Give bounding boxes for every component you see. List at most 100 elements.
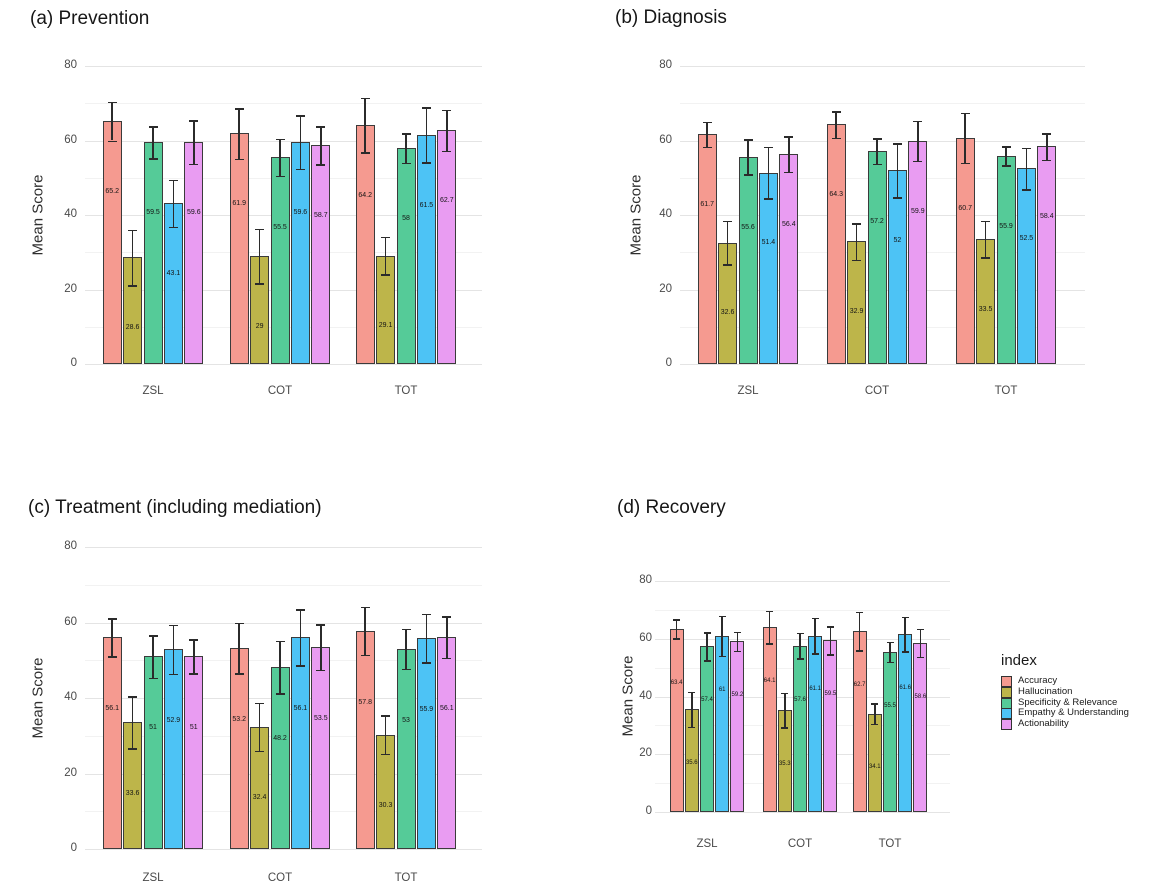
error-bar (299, 115, 302, 169)
error-bar (111, 101, 113, 141)
error-bar-cap (901, 651, 909, 653)
y-tick-label: 20 (64, 282, 77, 295)
bar (738, 156, 758, 364)
error-bar (425, 613, 428, 663)
error-bar (964, 112, 966, 163)
error-bar-cap (886, 641, 894, 644)
error-bar (814, 617, 816, 654)
error-bar-cap (892, 197, 902, 199)
error-bar-cap (128, 229, 138, 232)
bar-value-label: 53.5 (313, 714, 328, 722)
error-bar-cap (733, 631, 741, 634)
bar (355, 630, 375, 849)
error-bar-cap (1001, 165, 1011, 167)
gridline (655, 581, 950, 582)
gridline (655, 638, 950, 640)
error-bar-cap (148, 158, 158, 160)
legend-swatch-accuracy (1001, 675, 1012, 687)
error-bar-cap (295, 609, 305, 611)
legend-swatch-actionability (1001, 719, 1012, 731)
bar-value-label: 53.2 (232, 715, 246, 723)
error-bar (152, 126, 154, 159)
error-bar-cap (871, 703, 879, 705)
error-bar-cap (763, 198, 773, 200)
error-bar (172, 179, 175, 227)
error-bar-cap (168, 226, 178, 229)
error-bar-cap (718, 655, 726, 658)
error-bar (193, 639, 195, 674)
bar-value-label: 56.1 (105, 704, 119, 712)
x-category-label: COT (267, 385, 293, 397)
legend-swatch-specificity-relevance (1001, 697, 1012, 709)
error-bar-cap (688, 691, 696, 694)
bar (867, 713, 882, 812)
legend-swatch-hallucination (1001, 686, 1012, 698)
bar-value-label: 59.6 (293, 208, 308, 216)
legend: index Accuracy Hallucination Specificity… (1001, 652, 1129, 731)
error-bar (858, 611, 861, 651)
error-bar-cap (831, 137, 841, 140)
bar-value-label: 58.7 (313, 212, 328, 220)
error-bar (131, 229, 134, 286)
error-bar (258, 702, 261, 751)
y-tick-label: 40 (64, 208, 77, 220)
error-bar (320, 126, 322, 165)
y-tick-label: 60 (64, 133, 77, 146)
error-bar (855, 223, 858, 260)
x-category-label: TOT (394, 385, 418, 397)
error-bar (405, 628, 407, 669)
bar-value-label: 61.7 (700, 200, 714, 208)
gridline (680, 103, 1085, 105)
x-category-label: ZSL (696, 838, 718, 850)
error-bar-cap (168, 179, 178, 182)
bar-value-label: 56.4 (781, 220, 796, 228)
bar (908, 140, 928, 364)
x-category-label: ZSL (737, 385, 759, 397)
x-category-label: ZSL (142, 872, 164, 884)
y-tick-label: 0 (665, 357, 672, 369)
legend-entry: Accuracy (1001, 675, 1129, 687)
bar-value-label: 32.9 (849, 308, 864, 316)
bar (669, 628, 684, 812)
y-tick-label: 40 (659, 208, 672, 220)
panel-a-title: (a) Prevention (30, 8, 150, 29)
error-bar-cap (360, 152, 370, 154)
error-bar (279, 640, 281, 694)
error-bar-cap (275, 175, 285, 178)
error-bar (238, 108, 240, 159)
bar (311, 145, 331, 364)
error-bar (904, 616, 906, 652)
bar (184, 656, 204, 849)
bar (1016, 168, 1036, 364)
error-bar-cap (916, 656, 924, 659)
error-bar-cap (733, 650, 741, 653)
bar-value-label: 55.9 (419, 705, 434, 713)
bar-value-label: 61.9 (232, 200, 246, 208)
y-tick-label: 0 (70, 842, 77, 854)
error-bar-cap (901, 616, 909, 619)
error-bar-cap (981, 220, 991, 223)
error-bar (829, 626, 832, 655)
bar-value-label: 55.5 (884, 702, 896, 709)
bar (143, 656, 163, 849)
y-tick-label: 0 (645, 805, 652, 817)
bar-value-label: 57.4 (701, 697, 713, 704)
error-bar (384, 715, 387, 754)
error-bar-cap (766, 643, 774, 645)
bar-value-label: 64.1 (763, 677, 776, 684)
error-bar-cap (442, 150, 452, 153)
error-bar (364, 97, 366, 153)
error-bar (405, 133, 407, 163)
gridline (85, 660, 482, 662)
bar (852, 630, 867, 812)
bar (311, 647, 331, 849)
y-tick-label: 20 (659, 282, 672, 295)
error-bar-cap (234, 622, 244, 625)
y-tick-label: 0 (70, 357, 77, 369)
error-bar-cap (421, 613, 431, 616)
bar (437, 130, 457, 364)
bar (913, 642, 928, 812)
error-bar-cap (703, 660, 711, 662)
bar-value-label: 60.7 (958, 204, 972, 212)
